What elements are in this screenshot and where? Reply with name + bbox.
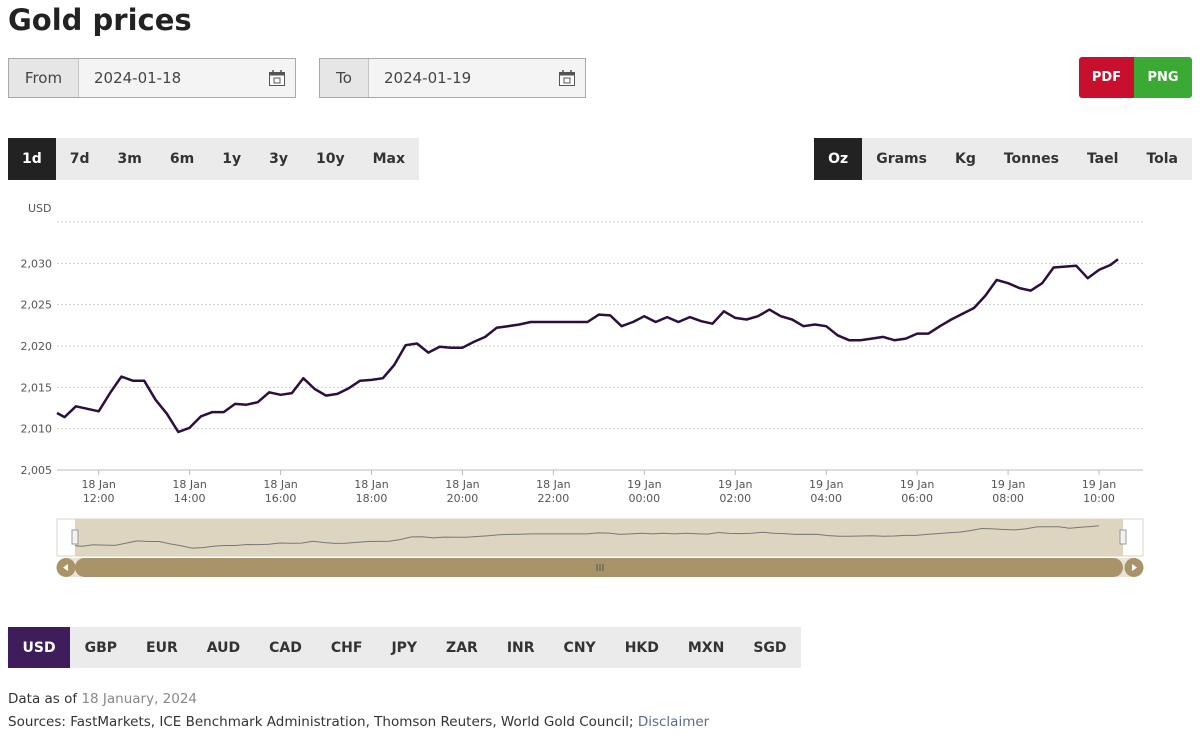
x-tick-label: 18 Jan 12:00 [81,478,116,505]
y-tick-label: 2,020 [21,340,53,353]
pdf-button[interactable]: PDF [1079,57,1134,98]
to-text: 2024-01-19 [384,69,472,87]
option-button[interactable]: Oz [814,138,863,180]
y-tick-label: 2,005 [21,464,53,477]
option-button[interactable]: AUD [206,639,241,656]
x-tick-label: 19 Jan 10:00 [1081,478,1117,505]
option-button[interactable]: CHF [330,639,363,656]
y-tick-label: 2,010 [21,423,53,436]
option-button[interactable]: Max [372,151,405,167]
from-value[interactable]: 2024-01-18 [79,59,295,97]
option-button[interactable]: HKD [624,639,659,656]
x-tick-label: 19 Jan 06:00 [899,478,935,505]
y-tick-label: 2,030 [21,257,53,270]
y-tick-label: 2,025 [21,299,53,312]
from-label: From [9,59,79,97]
sources: Sources: FastMarkets, ICE Benchmark Admi… [8,714,709,730]
x-tick-label: 18 Jan 14:00 [172,478,207,505]
calendar-icon[interactable] [558,69,576,87]
option-button[interactable]: ZAR [446,639,478,656]
page-title: Gold prices [8,3,192,37]
option-button[interactable]: CAD [269,639,302,656]
calendar-icon[interactable] [268,69,286,87]
option-button[interactable]: 3y [269,151,288,167]
data-as-of-label: Data as of [8,691,78,707]
scrollbar-thumb[interactable] [75,558,1123,577]
x-tick-label: 18 Jan 16:00 [263,478,298,505]
navigator-frame [56,518,1144,557]
option-button[interactable]: GBP [84,639,118,656]
y-tick-label: 2,015 [21,381,53,394]
x-tick-label: 19 Jan 08:00 [990,478,1026,505]
x-tick-label: 19 Jan 00:00 [627,478,662,505]
option-button[interactable]: Kg [954,151,976,167]
price-line [56,258,1119,434]
option-button[interactable]: Tonnes [1003,151,1059,167]
option-button[interactable]: 10y [315,151,345,167]
option-button[interactable]: Grams [876,151,927,167]
option-button[interactable]: Tola [1146,151,1178,167]
data-as-of-date: 18 January, 2024 [81,691,198,707]
unit-selector: Oz Grams Kg Tonnes Tael Tola [814,138,1192,180]
option-button[interactable]: 1y [222,151,242,167]
period-selector: 1d 7d 3m 6m 1y 3y 10y Max [8,138,419,180]
navigator-handle[interactable] [1119,529,1127,545]
option-button[interactable]: 6m [169,151,195,167]
navigator-line [74,525,1099,549]
disclaimer-link[interactable]: Disclaimer [637,714,710,730]
from-text: 2024-01-18 [94,69,182,87]
option-button[interactable]: USD [8,627,71,668]
navigator-handle[interactable] [71,529,79,545]
option-button[interactable]: Tael [1086,151,1119,167]
scroll-right-arrow [1132,564,1137,571]
option-button[interactable]: MXN [687,639,725,656]
currency-selector: USD GBP EUR AUD CAD CHF JPY ZAR INR CNY HKD MXN SGD [8,627,802,668]
to-label: To [320,59,369,97]
x-tick-label: 18 Jan 20:00 [445,478,480,505]
to-date[interactable]: To 2024-01-19 [319,58,586,98]
x-tick-label: 19 Jan 04:00 [808,478,844,505]
option-button[interactable]: 1d [8,138,56,180]
option-button[interactable]: CNY [563,639,596,656]
x-tick-label: 18 Jan 22:00 [536,478,571,505]
data-as-of: Data as of 18 January, 2024 [8,691,197,707]
x-tick-label: 19 Jan 02:00 [718,478,753,505]
x-tick-label: 18 Jan 18:00 [354,478,389,505]
option-button[interactable]: 7d [69,151,90,167]
option-button[interactable]: JPY [391,639,418,656]
y-axis-label: USD [28,202,52,215]
chart: USD 2,005 2,010 2,015 2,020 2,025 2,030 [21,202,1144,577]
scroll-left-arrow [63,564,68,571]
option-button[interactable]: SGD [753,639,787,656]
option-button[interactable]: EUR [146,639,178,656]
option-button[interactable]: INR [506,639,535,656]
scrollbar-grip [596,564,604,571]
png-button[interactable]: PNG [1134,57,1192,98]
option-button[interactable]: 3m [117,151,142,167]
sources-text: Sources: FastMarkets, ICE Benchmark Admi… [8,714,634,730]
to-value[interactable]: 2024-01-19 [369,59,585,97]
from-date[interactable]: From 2024-01-18 [8,58,296,98]
navigator-window[interactable] [75,519,1123,556]
